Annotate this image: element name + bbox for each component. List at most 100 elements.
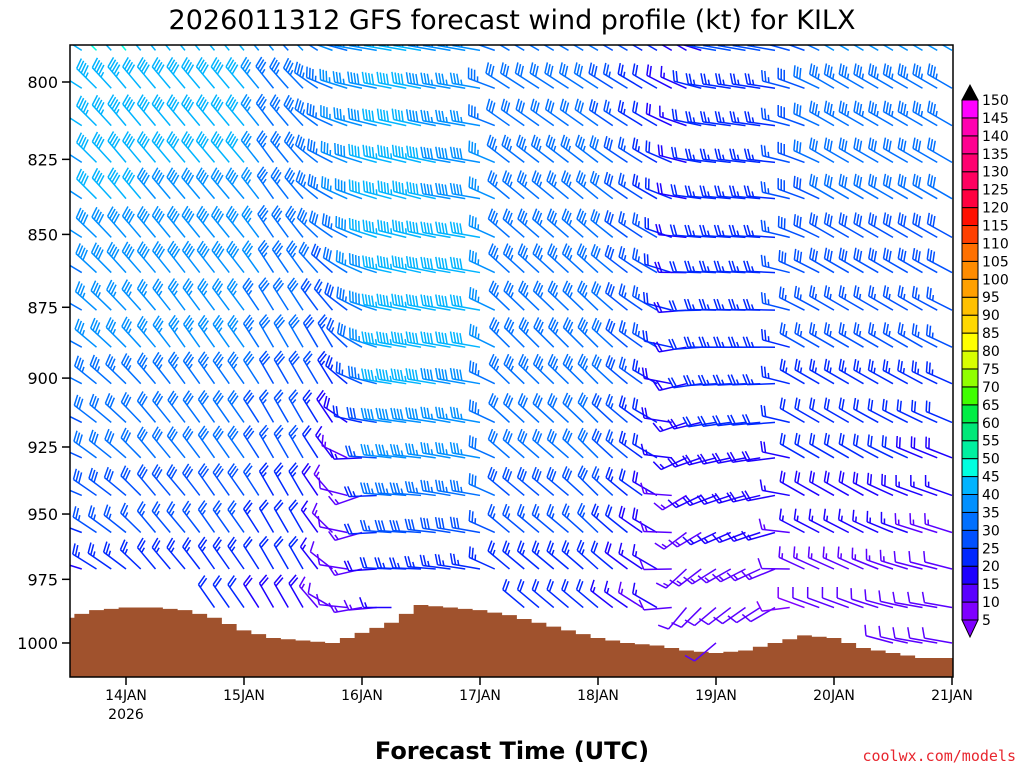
barb-full xyxy=(335,406,339,418)
barb-full xyxy=(696,535,706,545)
barb-full xyxy=(380,220,383,232)
wind-barb xyxy=(152,278,171,311)
barb-staff xyxy=(273,470,289,496)
barb-full xyxy=(227,208,235,219)
wind-barb xyxy=(892,591,923,609)
wind-barbs xyxy=(38,27,953,662)
barb-full xyxy=(716,298,722,310)
barb-staff xyxy=(838,184,864,200)
barb-full xyxy=(682,455,690,466)
barb-full xyxy=(838,100,842,112)
barb-full xyxy=(258,499,268,509)
barb-full xyxy=(370,369,375,381)
barb-staff xyxy=(182,434,201,459)
barb-full xyxy=(187,138,195,149)
y-tick-label: 825 xyxy=(27,150,58,169)
wind-barb xyxy=(605,355,628,385)
barb-full xyxy=(713,336,719,348)
barb-full xyxy=(660,65,663,77)
barb-full xyxy=(535,282,541,294)
barb-full xyxy=(508,321,515,333)
barb-full xyxy=(870,102,875,114)
barb-staff xyxy=(702,121,731,127)
barb-full xyxy=(155,99,163,110)
barb-full xyxy=(371,147,375,159)
barb-full xyxy=(229,428,237,438)
barb-full xyxy=(901,27,903,38)
barb-full xyxy=(699,494,708,504)
barb-staff xyxy=(517,438,540,459)
barb-full xyxy=(452,368,457,380)
wind-barb xyxy=(435,442,466,459)
wind-barb xyxy=(851,547,879,570)
barb-full xyxy=(59,401,60,412)
wind-barb xyxy=(865,548,894,570)
barb-half xyxy=(495,365,500,372)
wind-barb xyxy=(38,405,67,422)
barb-full xyxy=(76,58,83,69)
barb-full xyxy=(157,174,165,185)
barb-staff xyxy=(70,117,83,127)
wind-barb xyxy=(299,537,319,570)
barb-full xyxy=(156,283,164,294)
wind-barb xyxy=(560,134,584,163)
barb-full xyxy=(76,132,83,143)
barb-full xyxy=(152,240,159,252)
barb-full xyxy=(519,245,526,257)
barb-full xyxy=(380,520,386,532)
wind-barb xyxy=(500,98,525,127)
barb-full xyxy=(517,208,523,220)
barb-full xyxy=(90,507,95,519)
barb-full xyxy=(240,130,248,141)
barb-full xyxy=(452,294,457,306)
barb-staff xyxy=(468,556,496,570)
barb-staff xyxy=(868,184,894,200)
barb-staff xyxy=(422,564,451,570)
wind-barb xyxy=(347,365,377,385)
barb-full xyxy=(270,166,278,177)
barb-full xyxy=(657,144,661,156)
barb-staff xyxy=(452,341,481,348)
barb-half xyxy=(736,191,740,197)
barb-full xyxy=(778,508,782,520)
wind-barb xyxy=(589,135,614,164)
wind-barb xyxy=(618,211,643,238)
barb-staff xyxy=(422,489,451,497)
barb-full xyxy=(653,502,663,511)
barb-staff xyxy=(747,45,776,52)
barb-staff xyxy=(867,408,894,424)
wind-barb xyxy=(405,331,436,348)
wind-barb xyxy=(517,243,540,274)
barb-full xyxy=(823,63,828,75)
barb-full xyxy=(732,148,737,160)
barb-staff xyxy=(321,445,348,459)
barb-full xyxy=(214,317,222,328)
barb-full xyxy=(531,466,537,478)
barb-staff xyxy=(288,582,304,608)
barb-half xyxy=(623,439,627,446)
barb-full xyxy=(391,108,395,120)
barb-staff xyxy=(103,476,127,497)
barb-staff xyxy=(487,438,510,459)
barb-full xyxy=(605,393,611,405)
wind-barb xyxy=(743,185,776,200)
wind-barb xyxy=(793,65,820,89)
barb-full xyxy=(618,395,624,407)
barb-full xyxy=(297,136,303,148)
wind-barb xyxy=(332,71,363,90)
wind-barb xyxy=(925,436,953,459)
barb-staff xyxy=(809,369,835,385)
barb-staff xyxy=(518,290,540,311)
barb-full xyxy=(390,331,395,343)
barb-full xyxy=(72,506,77,518)
barb-half xyxy=(404,228,407,234)
barb-staff xyxy=(257,248,275,273)
barb-full xyxy=(230,395,239,406)
barb-full xyxy=(669,261,674,272)
barb-full xyxy=(299,209,305,221)
wind-barb xyxy=(283,131,304,163)
barb-full xyxy=(273,242,282,253)
barb-full xyxy=(913,401,917,413)
barb-full xyxy=(700,73,704,85)
barb-full xyxy=(502,466,508,478)
